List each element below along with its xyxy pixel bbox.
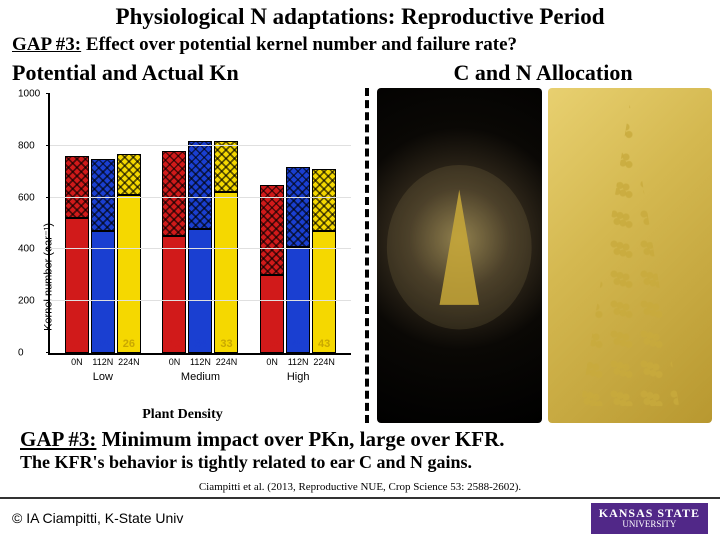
- citation: Ciampitti et al. (2013, Reproductive NUE…: [0, 475, 720, 497]
- xgroup-label: Medium: [181, 371, 220, 383]
- right-panel: Relative Ear Growth or N Allocation (all…: [377, 88, 712, 423]
- xtick: 224N: [313, 357, 335, 367]
- slide: Physiological N adaptations: Reproductiv…: [0, 0, 720, 540]
- gap-label: GAP #3:: [12, 34, 81, 55]
- ytick: 400: [18, 244, 35, 255]
- bar-value-label: 31: [71, 338, 83, 350]
- xtick: 112N: [92, 357, 113, 367]
- xtick: 0N: [266, 357, 278, 367]
- bar-group: 53 44 43: [260, 94, 336, 353]
- section-headers: Potential and Actual Kn C and N Allocati…: [0, 60, 720, 86]
- left-panel: Kernel number (ear⁻¹) 312426453433534443…: [8, 88, 357, 423]
- ytick: 800: [18, 140, 35, 151]
- embryo-icon: [377, 88, 542, 423]
- copyright: © IA Ciampitti, K-State Univ: [12, 510, 183, 526]
- xtick: 224N: [118, 357, 140, 367]
- xtick: 112N: [288, 357, 309, 367]
- conclusion-text-1: Minimum impact over PKn, large over KFR.: [96, 427, 504, 451]
- conclusion-gap-label: GAP #3:: [20, 427, 96, 451]
- bar: 31: [65, 94, 89, 353]
- bar-hatch-segment: [286, 167, 310, 247]
- bar: 24: [91, 94, 115, 353]
- kernel-texture: [548, 88, 713, 423]
- bar-solid-segment: 45: [162, 236, 186, 353]
- bar-value-label: 24: [97, 338, 109, 350]
- kernel-bar-chart: Kernel number (ear⁻¹) 312426453433534443…: [8, 88, 357, 405]
- panel-divider: [365, 88, 369, 423]
- ytick: 0: [18, 347, 24, 358]
- bar-value-label: 43: [318, 338, 330, 350]
- bar: 34: [188, 94, 212, 353]
- xgroup-label: Low: [93, 371, 113, 383]
- bar-hatch-segment: [162, 151, 186, 236]
- slide-title: Physiological N adaptations: Reproductiv…: [0, 0, 720, 32]
- footer: © IA Ciampitti, K-State Univ KANSAS STAT…: [0, 497, 720, 540]
- bar-value-label: 53: [266, 338, 278, 350]
- bar-hatch-segment: [65, 156, 89, 218]
- ytick: 200: [18, 296, 35, 307]
- bars-area: 31 24 26 45 34 33 53 44 43: [50, 94, 351, 353]
- bar-solid-segment: 26: [117, 195, 141, 353]
- bar-hatch-segment: [117, 154, 141, 195]
- bar-hatch-segment: [91, 159, 115, 231]
- bar-hatch-segment: [312, 169, 336, 231]
- bar-value-label: 33: [220, 338, 232, 350]
- bar: 43: [312, 94, 336, 353]
- subtitle-text: Effect over potential kernel number and …: [81, 34, 517, 55]
- xgroup-label: High: [287, 371, 310, 383]
- ytick: 1000: [18, 89, 40, 100]
- bar-value-label: 45: [168, 338, 180, 350]
- bar-group: 45 34 33: [162, 94, 238, 353]
- bar-solid-segment: 34: [188, 229, 212, 353]
- bar: 45: [162, 94, 186, 353]
- bar-group: 31 24 26: [65, 94, 141, 353]
- bar-hatch-segment: [214, 141, 238, 193]
- xtick: 224N: [216, 357, 238, 367]
- logo-line-2: UNIVERSITY: [599, 520, 700, 530]
- bar: 26: [117, 94, 141, 353]
- ytick: 600: [18, 192, 35, 203]
- ksu-logo: KANSAS STATE UNIVERSITY: [591, 503, 708, 534]
- bar: 53: [260, 94, 284, 353]
- slide-subtitle: GAP #3: Effect over potential kernel num…: [0, 32, 720, 60]
- bar-solid-segment: 31: [65, 218, 89, 353]
- bar-hatch-segment: [260, 185, 284, 276]
- bar-value-label: 34: [194, 338, 206, 350]
- chart-xlabel: Plant Density: [8, 407, 357, 423]
- bar-solid-segment: 33: [214, 192, 238, 353]
- xtick: 112N: [190, 357, 211, 367]
- section-header-right: C and N Allocation: [374, 60, 712, 86]
- bar-solid-segment: 53: [260, 275, 284, 353]
- conclusion-line-1: GAP #3: Minimum impact over PKn, large o…: [20, 427, 700, 452]
- bar-solid-segment: 24: [91, 231, 115, 353]
- bar: 33: [214, 94, 238, 353]
- conclusions: GAP #3: Minimum impact over PKn, large o…: [0, 423, 720, 475]
- conclusion-line-2: The KFR's behavior is tightly related to…: [20, 452, 700, 473]
- ear-embryo-photo: [377, 88, 542, 423]
- xtick: 0N: [169, 357, 181, 367]
- bar-value-label: 26: [123, 338, 135, 350]
- content-row: Kernel number (ear⁻¹) 312426453433534443…: [0, 86, 720, 423]
- xtick: 0N: [71, 357, 83, 367]
- bar: 44: [286, 94, 310, 353]
- corn-ear-photo: Relative Ear Growth or N Allocation (all…: [548, 88, 713, 423]
- bar-solid-segment: 43: [312, 231, 336, 353]
- section-header-left: Potential and Actual Kn: [8, 60, 374, 86]
- bar-value-label: 44: [292, 338, 304, 350]
- bar-hatch-segment: [188, 141, 212, 229]
